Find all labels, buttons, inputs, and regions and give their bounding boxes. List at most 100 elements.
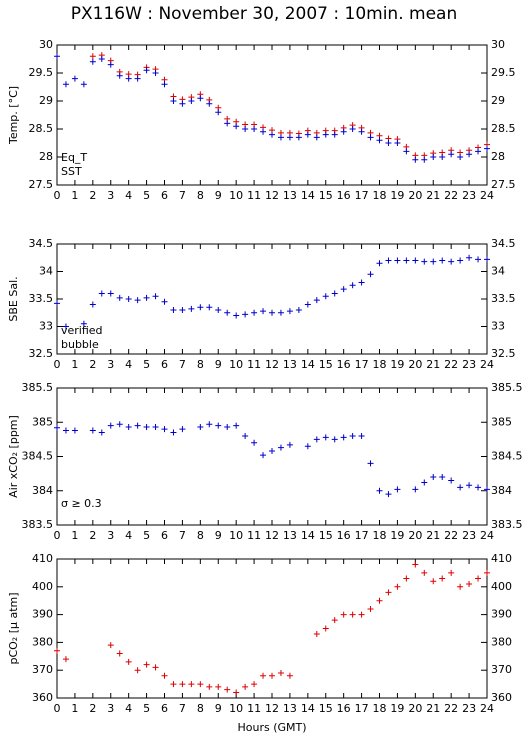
marker: [143, 424, 150, 431]
y-tick-label: 383.5: [491, 518, 523, 531]
marker: [107, 61, 114, 68]
marker: [385, 140, 392, 146]
x-tick-label: 18: [373, 702, 387, 715]
x-tick-label: 0: [54, 702, 61, 715]
y-tick-label: 32.5: [491, 347, 516, 360]
x-tick-label: 18: [373, 189, 387, 202]
y-tick-label: 28.5: [491, 122, 516, 135]
marker: [134, 297, 141, 304]
x-tick-label: 16: [337, 529, 351, 542]
x-tick-label: 20: [408, 189, 422, 202]
marker: [286, 308, 293, 315]
x-tick-label: 23: [462, 189, 476, 202]
marker: [466, 151, 473, 158]
x-tick-label: 5: [143, 189, 150, 202]
x-tick-label: 12: [265, 358, 279, 371]
marker: [349, 126, 356, 132]
marker: [143, 67, 150, 74]
marker: [412, 156, 419, 163]
y-tick-label: 34: [39, 265, 53, 278]
x-tick-label: 13: [283, 358, 297, 371]
y-tick-label: 385.5: [22, 381, 54, 394]
marker: [331, 131, 338, 138]
marker: [179, 681, 186, 688]
y-tick-label: 28: [491, 150, 505, 163]
x-tick-label: 18: [373, 358, 387, 371]
marker: [322, 625, 329, 632]
marker: [403, 148, 410, 155]
marker: [358, 611, 365, 618]
x-tick-label: 7: [179, 189, 186, 202]
marker: [484, 256, 490, 263]
marker: [430, 154, 437, 160]
marker: [161, 298, 168, 305]
marker: [448, 258, 455, 265]
x-tick-label: 20: [408, 529, 422, 542]
x-tick-label: 10: [229, 702, 243, 715]
marker: [116, 294, 123, 301]
y-tick-label: 33.5: [29, 292, 54, 305]
x-tick-label: 22: [444, 189, 458, 202]
x-tick-label: 6: [161, 702, 168, 715]
marker: [430, 578, 437, 585]
x-tick-label: 23: [462, 702, 476, 715]
y-axis-label: pCO₂ [μ atm]: [7, 592, 20, 664]
marker: [421, 258, 428, 265]
y-tick-label: 33: [491, 320, 505, 333]
marker: [412, 257, 419, 264]
marker: [54, 424, 60, 431]
marker: [233, 689, 240, 696]
marker: [71, 427, 78, 434]
marker: [286, 441, 293, 448]
marker: [475, 148, 482, 155]
marker: [313, 134, 320, 141]
marker: [304, 131, 311, 138]
x-tick-label: 10: [229, 189, 243, 202]
plot-frame: [56, 44, 488, 186]
marker: [251, 439, 258, 446]
x-tick-label: 8: [197, 189, 204, 202]
marker: [152, 664, 159, 671]
x-tick-label: 21: [426, 529, 440, 542]
x-tick-label: 12: [265, 189, 279, 202]
y-tick-label: 30: [39, 38, 53, 51]
page-title: PX116W : November 30, 2007 : 10min. mean: [71, 4, 457, 24]
y-tick-label: 33: [39, 320, 53, 333]
x-tick-label: 23: [462, 358, 476, 371]
marker: [107, 290, 114, 297]
marker: [286, 134, 293, 141]
marker: [224, 424, 231, 431]
marker: [322, 131, 329, 138]
marker: [98, 56, 105, 62]
marker: [448, 151, 455, 158]
marker: [475, 484, 482, 491]
y-tick-label: 370: [491, 663, 512, 676]
marker: [125, 658, 132, 665]
annotation: σ ≥ 0.3: [61, 497, 102, 510]
y-tick-label: 34.5: [491, 237, 516, 250]
x-tick-label: 24: [480, 358, 494, 371]
marker: [304, 301, 311, 308]
marker: [269, 672, 275, 679]
y-tick-label: 27.5: [491, 178, 516, 191]
x-tick-label: 9: [215, 189, 222, 202]
x-tick-label: 2: [89, 529, 96, 542]
marker: [197, 304, 204, 311]
marker: [161, 426, 168, 433]
x-tick-label: 13: [283, 702, 297, 715]
x-tick-label: 14: [301, 358, 315, 371]
marker: [304, 443, 311, 450]
marker: [358, 279, 365, 286]
marker: [215, 109, 222, 116]
x-tick-label: 7: [179, 358, 186, 371]
marker: [242, 432, 249, 439]
marker: [134, 422, 141, 429]
marker: [331, 436, 338, 443]
marker: [251, 681, 258, 688]
x-tick-label: 16: [337, 189, 351, 202]
marker: [277, 309, 284, 316]
marker: [466, 254, 473, 261]
marker: [421, 156, 428, 163]
marker: [475, 575, 482, 582]
marker: [152, 293, 159, 300]
